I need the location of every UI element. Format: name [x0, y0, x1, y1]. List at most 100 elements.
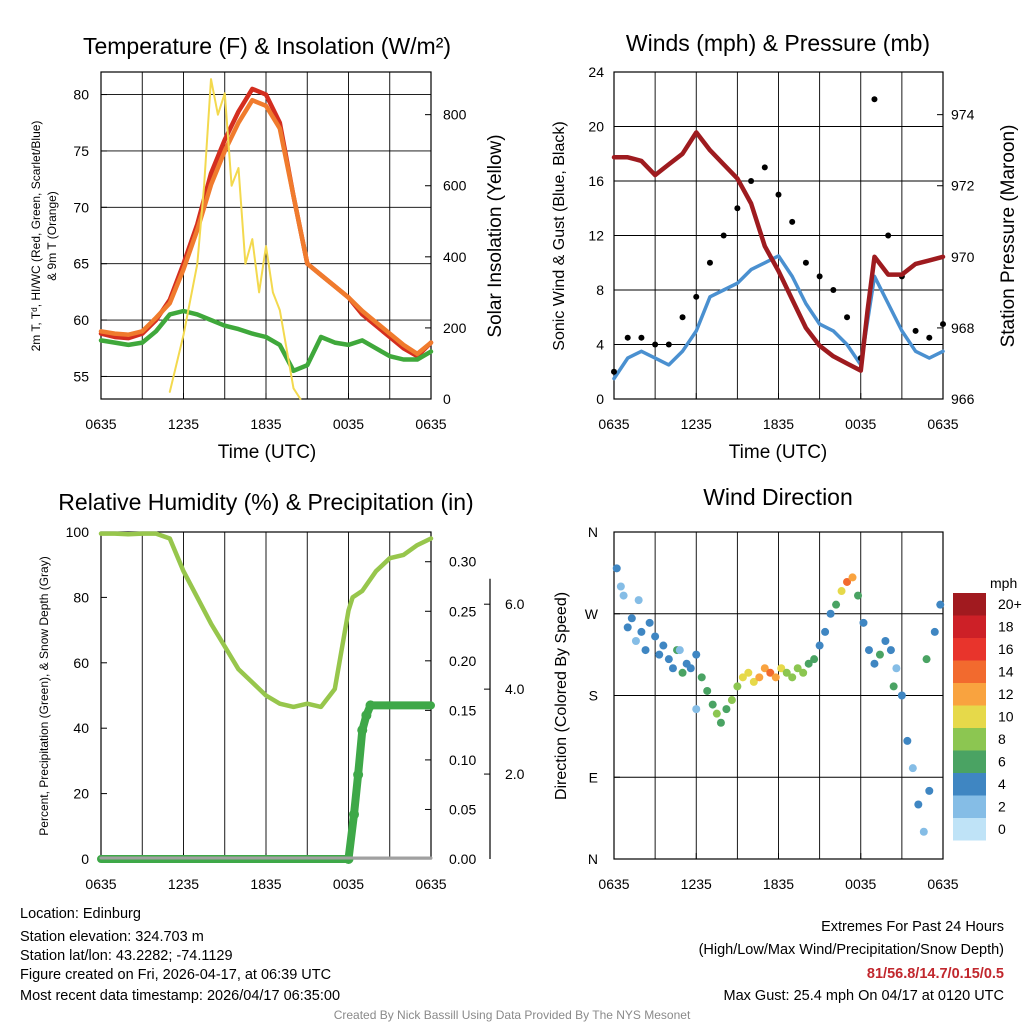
direction-point — [655, 650, 664, 659]
winds-xlabel: Time (UTC) — [729, 442, 828, 463]
footer-location: Location: Edinburg — [20, 906, 141, 922]
legend-swatch — [953, 773, 986, 796]
direction-point — [766, 668, 775, 677]
gust-point — [871, 96, 878, 103]
temperature-y-tick-label: 80 — [73, 87, 89, 103]
humidity-x-tick-label: 0635 — [85, 876, 116, 892]
gust-point — [816, 273, 823, 280]
direction-point — [692, 705, 701, 714]
winds-title: Winds (mph) & Pressure (mb) — [626, 30, 930, 56]
footer-recent: Most recent data timestamp: 2026/04/17 0… — [20, 988, 341, 1004]
humidity-x-tick-label: 1235 — [168, 876, 199, 892]
gust-point — [748, 178, 755, 184]
temperature-ylabel-right: Solar Insolation (Yellow) — [485, 134, 506, 337]
direction-point — [760, 664, 769, 673]
direction-point — [777, 664, 786, 673]
temperature-series-3 — [168, 78, 302, 400]
direction-point — [637, 627, 646, 636]
legend-label: 14 — [998, 664, 1014, 680]
temperature-x-tick-label: 0635 — [415, 416, 446, 432]
legend-label: 4 — [998, 776, 1006, 792]
humidity-ylabel: Percent, Precipitation (Green), & Snow D… — [37, 556, 51, 835]
gust-point — [789, 218, 796, 225]
direction-point — [697, 673, 706, 682]
gust-point — [940, 321, 946, 328]
footer-elevation: Station elevation: 324.703 m — [20, 929, 204, 945]
temperature-x-tick-label: 1835 — [250, 416, 281, 432]
direction-point — [716, 718, 725, 727]
gust-point — [652, 341, 659, 348]
legend-label: 20+ — [998, 596, 1022, 612]
direction-point — [678, 668, 687, 677]
temperature-y2-tick-label: 800 — [443, 107, 467, 123]
legend-swatch — [953, 795, 986, 818]
direction-point — [645, 618, 654, 627]
winds-y-tick-label: 24 — [588, 64, 604, 80]
direction-y-tick-label: W — [585, 606, 599, 622]
direction-point — [903, 736, 912, 745]
temperature-y-tick-label: 55 — [73, 368, 89, 384]
direction-point — [799, 668, 808, 677]
direction-point — [755, 673, 764, 682]
direction-point — [837, 587, 846, 596]
gust-point — [802, 259, 809, 266]
gust-point — [693, 293, 700, 300]
gust-point — [706, 259, 713, 266]
humidity-y2-tick-label: 0.15 — [449, 702, 476, 718]
gust-point — [885, 232, 892, 239]
winds-y-tick-label: 0 — [596, 391, 604, 407]
humidity-y-tick-label: 100 — [66, 524, 90, 540]
gust-point — [830, 287, 837, 293]
direction-point — [848, 573, 857, 582]
credit-line: Created By Nick Bassill Using Data Provi… — [333, 1008, 691, 1022]
temperature-y-tick-label: 70 — [73, 199, 89, 215]
gust-point — [844, 314, 851, 321]
max-gust: Max Gust: 25.4 mph On 04/17 at 0120 UTC — [723, 988, 1004, 1004]
humidity-y2-tick-label: 0.30 — [449, 554, 476, 570]
legend-label: 12 — [998, 686, 1014, 702]
direction-point — [889, 682, 898, 691]
temperature-series-2 — [98, 308, 434, 374]
precip-point — [361, 710, 372, 721]
winds-y-tick-label: 20 — [588, 119, 604, 135]
direction-point — [744, 668, 753, 677]
gust-point — [624, 334, 631, 341]
direction-point — [854, 591, 863, 600]
winds-x-tick-label: 0035 — [845, 416, 876, 432]
direction-point — [668, 664, 677, 673]
direction-point — [788, 673, 797, 682]
humidity-y3-tick-label: 6.0 — [505, 596, 525, 612]
legend-label: 10 — [998, 709, 1014, 725]
temperature-x-tick-label: 0035 — [333, 416, 364, 432]
legend-label: 8 — [998, 731, 1006, 747]
direction-point — [641, 646, 650, 655]
winds-series-sonic — [612, 254, 945, 381]
winds-x-tick-label: 1235 — [681, 416, 712, 432]
winds-y-tick-label: 16 — [588, 173, 604, 189]
legend-label: 18 — [998, 619, 1014, 635]
temperature-ylabel-line2: & 9m T (Orange) — [45, 191, 59, 281]
gust-point — [665, 341, 672, 348]
gust-point — [611, 368, 617, 375]
extremes-subtitle: (High/Low/Max Wind/Precipitation/Snow De… — [698, 942, 1004, 958]
direction-x-tick-label: 0035 — [845, 876, 876, 892]
gust-point — [734, 205, 741, 212]
humidity-y2-tick-label: 0.00 — [449, 851, 476, 867]
humidity-y2-tick-label: 0.10 — [449, 752, 476, 768]
direction-point — [703, 686, 712, 695]
extremes-values: 81/56.8/14.7/0.15/0.5 — [866, 966, 1004, 982]
gust-point — [720, 232, 727, 239]
winds-x-tick-label: 0635 — [598, 416, 629, 432]
humidity-y2-tick-label: 0.20 — [449, 653, 476, 669]
precip-point — [353, 769, 364, 780]
direction-x-tick-label: 0635 — [598, 876, 629, 892]
humidity-title: Relative Humidity (%) & Precipitation (i… — [58, 489, 473, 515]
winds-y-tick-label: 8 — [596, 282, 604, 298]
legend-swatch — [953, 750, 986, 773]
temperature-x-tick-label: 0635 — [85, 416, 116, 432]
direction-point — [623, 623, 632, 632]
temperature-y-tick-label: 65 — [73, 256, 89, 272]
legend-swatch — [953, 818, 986, 841]
gust-point — [638, 334, 645, 341]
direction-point — [922, 655, 931, 664]
